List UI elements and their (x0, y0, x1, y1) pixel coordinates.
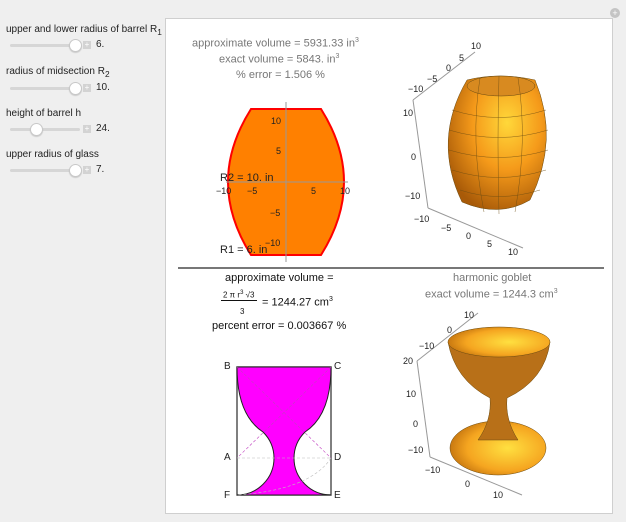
y-tick: 0 (446, 63, 452, 73)
x-tick: 5 (487, 239, 493, 249)
formula-numerator: 2 π r3 √3 (221, 290, 257, 301)
x-tick: 10 (508, 247, 519, 257)
percent-error: percent error = 0.003667 % (212, 320, 347, 332)
glass-radius-slider[interactable] (10, 164, 82, 177)
y-tick: −10 (408, 84, 424, 94)
x-tick: 0 (465, 479, 471, 489)
x-tick: 5 (311, 186, 317, 196)
z-tick: 0 (413, 419, 419, 429)
z-tick: 20 (403, 356, 414, 366)
y-tick: 10 (464, 310, 475, 320)
z-tick: −10 (405, 191, 421, 201)
x-tick: 10 (493, 490, 504, 500)
r2-slider[interactable] (10, 82, 82, 95)
goblet-approx-label: approximate volume = (225, 272, 334, 284)
formula-denominator: 3 (240, 307, 245, 316)
barrel-exact-volume: exact volume = 5843. in3 (219, 53, 340, 66)
x-tick: −10 (216, 186, 232, 196)
r2-value: 10. (96, 82, 110, 93)
r1-slider[interactable] (10, 39, 82, 52)
barrel-3d-top (466, 75, 536, 97)
construction-lines (236, 366, 332, 496)
goblet-3d-title: harmonic goblet (453, 272, 532, 284)
r1-annotation: R1 = 6. in (220, 244, 268, 256)
x-tick: −10 (425, 465, 441, 475)
barrel-3d-surface (448, 75, 547, 210)
r1-value: 6. (96, 39, 105, 50)
glass-radius-label: upper radius of glass (6, 149, 99, 160)
x-tick: 10 (340, 186, 351, 196)
y-tick: 10 (271, 116, 282, 126)
slider-thumb[interactable] (30, 123, 43, 136)
y-tick: −5 (427, 74, 438, 84)
r2-annotation: R2 = 10. in (220, 172, 274, 184)
height-label: height of barrel h (6, 108, 82, 119)
point-label-b: B (224, 361, 231, 372)
y-tick: −10 (419, 341, 435, 351)
glass-radius-value: 7. (96, 164, 105, 175)
height-slider[interactable] (10, 123, 80, 136)
goblet-profile (236, 366, 332, 496)
barrel-3d (412, 51, 524, 249)
slider-thumb[interactable] (69, 39, 82, 52)
slider-thumb[interactable] (69, 164, 82, 177)
point-label-a: A (224, 452, 231, 463)
y-tick: 0 (447, 325, 453, 335)
options-plus-icon[interactable]: + (610, 8, 620, 18)
point-label-f: F (224, 490, 231, 501)
y-tick: 10 (471, 41, 482, 51)
y-tick: 5 (459, 53, 465, 63)
z-tick: 0 (411, 152, 417, 162)
barrel-approx-volume: approximate volume = 5931.33 in3 (192, 37, 359, 50)
slider-thumb[interactable] (69, 82, 82, 95)
expand-plus-icon[interactable]: + (83, 83, 91, 92)
barrel-error: % error = 1.506 % (236, 69, 325, 81)
x-tick: −10 (414, 214, 430, 224)
height-value: 24. (96, 123, 110, 134)
y-tick: −10 (265, 238, 281, 248)
expand-plus-icon[interactable]: + (83, 165, 91, 174)
r1-label: upper and lower radius of barrel R1 (6, 24, 162, 37)
goblet-3d-bowl (447, 326, 551, 358)
goblet-3d-axes (416, 312, 523, 496)
z-tick: −10 (408, 445, 424, 455)
x-tick: −5 (441, 223, 452, 233)
point-label-e: E (334, 490, 341, 501)
point-label-c: C (334, 361, 342, 372)
r2-label: radius of midsection R2 (6, 66, 110, 79)
goblet-exact-volume: exact volume = 1244.3 cm3 (425, 288, 558, 301)
y-tick: 5 (276, 146, 282, 156)
expand-plus-icon[interactable]: + (83, 40, 91, 49)
y-tick: −5 (270, 208, 281, 218)
x-tick: −5 (247, 186, 258, 196)
formula-result: = 1244.27 cm3 (262, 296, 333, 309)
barrel-3d-mesh (448, 75, 549, 215)
z-tick: 10 (403, 108, 414, 118)
point-label-d: D (334, 452, 342, 463)
x-tick: 0 (466, 231, 472, 241)
z-tick: 10 (406, 389, 417, 399)
expand-plus-icon[interactable]: + (83, 124, 91, 133)
goblet-3d-stem (447, 341, 551, 441)
